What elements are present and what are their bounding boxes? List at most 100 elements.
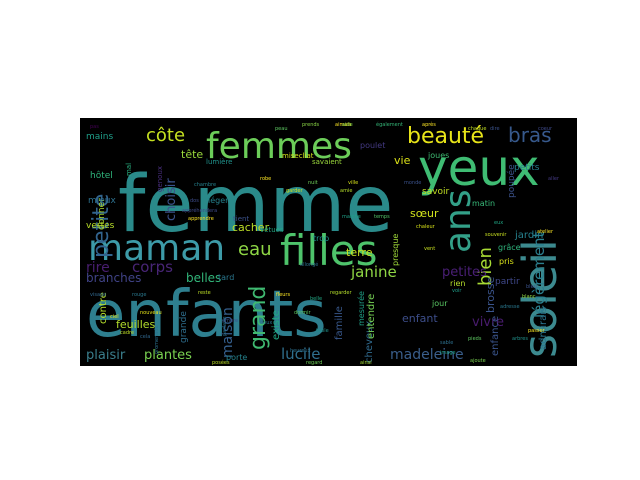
word-109: table [316, 328, 329, 334]
word-106: image [440, 350, 456, 356]
word-36: brosse [484, 277, 497, 313]
word-22: madeleine [390, 347, 464, 363]
word-39: cheveux [364, 321, 375, 363]
word-62: presque [391, 234, 400, 266]
word-6: maman [88, 228, 225, 269]
word-100: arbres [512, 336, 528, 342]
word-17: rire [86, 260, 110, 276]
word-52: mieux [88, 196, 117, 206]
word-26: maison [220, 307, 236, 358]
word-12: côte [146, 125, 185, 146]
word-89: amie [340, 188, 352, 194]
word-2: enfants [86, 278, 327, 352]
word-23: lucile [281, 345, 321, 363]
word-15: légèrement [530, 231, 548, 318]
word-114: après [422, 121, 436, 128]
word-88: coeur [538, 126, 553, 132]
word-67: grâce [498, 243, 521, 252]
word-126: temps [374, 214, 390, 220]
word-56: rien [450, 279, 466, 288]
word-108: nouveau [140, 310, 162, 316]
word-105: bleu [526, 284, 537, 290]
word-86: pas [90, 124, 99, 130]
word-24: plaisir [86, 348, 126, 363]
word-25: plantes [144, 348, 192, 363]
word-131: fleurs [276, 292, 290, 298]
word-80: prends [302, 122, 320, 128]
word-58: tard [218, 273, 234, 282]
word-79: aimais [335, 122, 352, 128]
word-134: monde [404, 180, 421, 186]
word-16: corps [132, 258, 173, 276]
word-97: adresse [500, 304, 520, 310]
word-3: yeux [418, 139, 540, 197]
word-84: peau [275, 126, 287, 132]
word-61: trop [313, 234, 329, 243]
word-122: apprendre [188, 216, 214, 222]
word-94: posées [212, 359, 230, 366]
word-98: passer [528, 328, 546, 334]
word-95: aller [548, 176, 560, 182]
word-65: poulet [360, 141, 385, 150]
word-27: choisir [164, 178, 179, 221]
word-71: lumière [206, 158, 232, 166]
word-46: mains [86, 132, 113, 142]
word-54: matin [472, 199, 495, 208]
word-21: vivre [472, 315, 504, 330]
word-35: enfant [402, 312, 438, 325]
word-118: sable [440, 340, 453, 346]
word-44: existe [271, 310, 282, 340]
word-8: ans [438, 189, 479, 253]
word-59: grande [179, 311, 189, 343]
word-11: petite [89, 194, 114, 258]
word-68: léger [208, 195, 229, 205]
word-130: pieds [468, 336, 482, 342]
word-43: famille [334, 306, 345, 340]
word-75: mal [125, 163, 133, 176]
word-113: aide [342, 122, 353, 128]
word-82: robe [260, 176, 271, 182]
word-96: regard [306, 360, 322, 366]
word-72: misecliat [282, 152, 314, 160]
word-57: joues [427, 151, 449, 160]
word-115: reste [198, 290, 211, 296]
word-87: chaque [468, 126, 486, 132]
word-119: eux [494, 220, 503, 226]
word-66: poupée [506, 164, 517, 198]
word-102: dos [190, 198, 199, 204]
word-85: dire [490, 126, 500, 132]
word-90: belle [310, 296, 322, 302]
word-42: admirais [538, 307, 549, 350]
word-92: souvenir [485, 232, 507, 238]
word-111: dormir [294, 310, 311, 316]
word-74: genoux [156, 166, 164, 192]
word-107: visage [90, 292, 106, 298]
word-47: jardin [514, 230, 543, 241]
word-77: parfaite [222, 316, 228, 336]
word-93: voir [452, 288, 462, 294]
word-51: vertes [86, 221, 115, 231]
word-7: soleil [513, 239, 567, 358]
word-45: hôtel [90, 170, 113, 181]
word-128: marche [342, 214, 361, 220]
word-101: ciel [110, 314, 119, 320]
word-120: appréhendera [182, 207, 217, 214]
word-127: garder [286, 188, 303, 194]
word-50: donner [97, 198, 107, 230]
word-10: bras [508, 123, 552, 147]
word-121: regarder [330, 290, 352, 296]
word-81: promenade [154, 325, 160, 354]
word-9: beauté [407, 124, 484, 149]
word-103: blanc [522, 294, 536, 300]
word-cloud: femme enfants yeux femmes filles maman soleil a… [80, 118, 577, 366]
word-49: pris [499, 257, 514, 266]
word-125: rouge [132, 292, 146, 298]
word-38: contre [98, 292, 109, 324]
word-34: terre [346, 246, 373, 259]
word-124: doux [260, 320, 272, 326]
word-32: sœur [410, 207, 439, 220]
word-83: nuit [308, 180, 318, 186]
word-33: cacher [232, 221, 270, 234]
word-31: vie [394, 154, 411, 167]
